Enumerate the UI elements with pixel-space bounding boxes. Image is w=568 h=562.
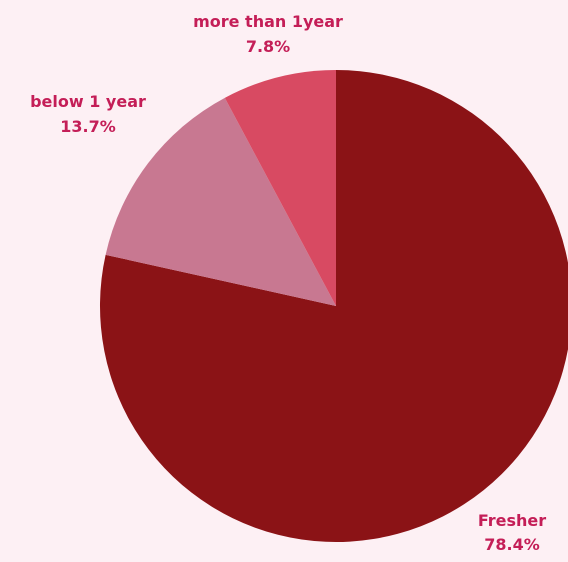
pie-slice-more-than-1year	[224, 69, 336, 306]
slice-value-label-below-1-year: 13.7%	[60, 117, 116, 136]
slice-value-label-fresher: 78.4%	[484, 535, 540, 554]
pie-labels: Fresher 78.4% below 1 year 13.7% more than 1…	[30, 12, 546, 554]
pie-slices	[99, 69, 568, 542]
pie-slice-fresher	[99, 70, 568, 542]
slice-label-more-than-1year: more than 1year	[193, 12, 343, 31]
slice-label-fresher: Fresher	[478, 511, 546, 530]
pie-slice-below-1-year	[105, 97, 336, 306]
slice-value-label-more-than-1year: 7.8%	[246, 37, 290, 56]
slice-label-below-1-year: below 1 year	[30, 92, 146, 111]
